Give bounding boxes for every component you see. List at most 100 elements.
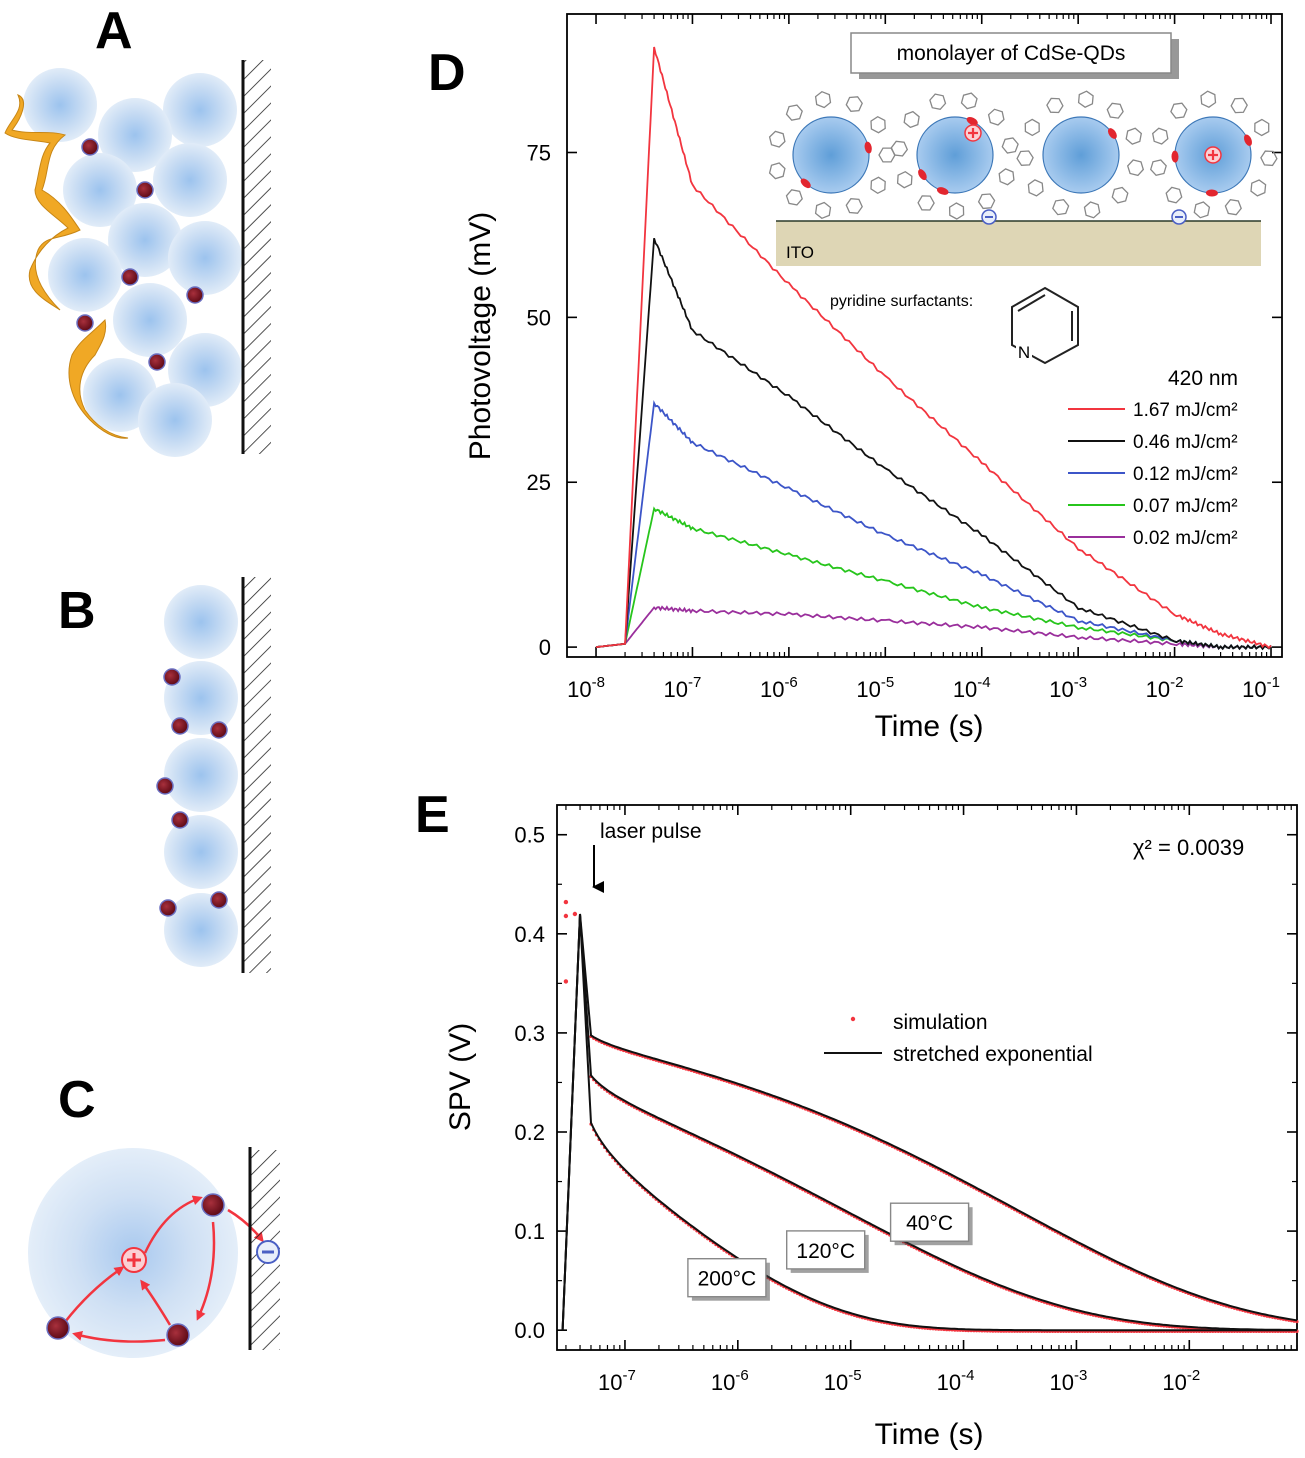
y-tick-label: 75 <box>527 140 551 165</box>
trap-dot <box>171 811 189 829</box>
x-tick-exp: -6 <box>784 674 797 691</box>
surfactant-hexagon <box>1170 102 1188 119</box>
surfactant-hexagon <box>917 195 935 211</box>
ito-substrate <box>776 221 1261 266</box>
surfactant-hexagon <box>845 96 863 112</box>
chi-squared-label: χ² = 0.0039 <box>1133 835 1244 860</box>
temp-label: 120°C <box>796 1240 855 1263</box>
trap-dot <box>81 138 99 156</box>
trap-state <box>1171 150 1179 163</box>
surfactant-hexagon <box>1077 90 1094 108</box>
x-tick-base: 10 <box>953 677 977 702</box>
surfactant-hexagon <box>785 104 803 121</box>
inset-title-box <box>850 32 1172 74</box>
surfactant-hexagon <box>1230 97 1248 114</box>
legend-label: 1.67 mJ/cm² <box>1133 400 1238 421</box>
simulation-dot <box>563 979 569 984</box>
x-tick-exp: -7 <box>623 1367 636 1384</box>
transfer-arrow <box>72 1331 166 1343</box>
inset-quantum-dot <box>916 116 994 194</box>
x-tick-label: 10-7 <box>598 1367 636 1395</box>
x-tick-label: 10-2 <box>1146 674 1184 702</box>
pyridine-molecule: N <box>1011 286 1079 365</box>
x-tick-label: 10-8 <box>567 674 605 702</box>
legend-e: simulation stretched exponential <box>824 1011 1093 1066</box>
surfactant-hexagon <box>998 168 1015 186</box>
surfactant-hexagon <box>1024 118 1040 137</box>
y-tick-label: 0.3 <box>514 1021 545 1046</box>
inset-quantum-dot <box>1042 116 1120 194</box>
panel-c: C <box>28 1071 280 1358</box>
transfer-arrow <box>64 1266 125 1323</box>
y-tick-label: 0.0 <box>514 1318 545 1343</box>
temp-label: 200°C <box>698 1268 757 1291</box>
electron-minus-icon <box>1171 209 1187 225</box>
x-tick-label: 10-4 <box>953 674 991 702</box>
y-tick-label: 0 <box>539 635 551 660</box>
surfactant-hexagon <box>1151 127 1169 145</box>
temp-label-box <box>889 1202 970 1242</box>
surfactant-hexagon <box>1052 199 1070 216</box>
quantum-dot <box>164 815 238 889</box>
x-axis-title-d: Time (s) <box>875 710 984 743</box>
simulation-dot <box>563 899 569 905</box>
surfactant-hexagon <box>1083 201 1101 219</box>
transfer-arrow <box>140 1279 172 1326</box>
quantum-dot <box>163 73 237 147</box>
x-tick-base: 10 <box>598 1370 622 1395</box>
temp-label: 40°C <box>906 1212 953 1235</box>
surfactant-hexagon <box>896 170 913 189</box>
surfactant-hexagon <box>768 130 786 148</box>
temperature-labels: 40°C 120°C 200°C <box>687 1202 973 1301</box>
surfactant-hexagon <box>870 115 886 134</box>
x-tick-exp: -3 <box>1074 674 1087 691</box>
series-line <box>595 237 1272 651</box>
quantum-dot <box>168 221 242 295</box>
trap-state <box>800 178 811 189</box>
series-line <box>595 46 1272 650</box>
panel-letter-e: E <box>415 786 450 844</box>
laser-pulse-label: laser pulse <box>600 820 702 843</box>
x-tick-base: 10 <box>760 677 784 702</box>
plot-frame-d <box>566 13 1283 658</box>
electrode-hatch <box>243 60 271 454</box>
quantum-dot <box>164 738 238 812</box>
surfactant-hexagon <box>1125 127 1143 145</box>
surfactant-hexagon <box>1193 201 1211 219</box>
y-tick-label: 0.5 <box>514 823 545 848</box>
trap-dot <box>171 717 189 735</box>
surfactant-hexagon <box>1001 137 1019 154</box>
x-tick-exp: -4 <box>961 1367 974 1384</box>
trap-state <box>966 116 978 126</box>
surfactant-hexagon <box>1106 102 1124 119</box>
y-tick-label: 0.2 <box>514 1120 545 1145</box>
surfactant-hexagon <box>903 110 920 129</box>
surfactant-hexagon <box>1016 150 1034 166</box>
fit-curve <box>561 913 1297 1331</box>
surfactant-hexagon <box>785 189 803 206</box>
trap-dot <box>166 1323 190 1347</box>
transfer-arrow <box>143 1195 203 1254</box>
axis-ticks-e: 0.00.10.20.30.40.510-7 10-6 10-5 10-4 10-3 10… <box>514 805 1298 1395</box>
surfactant-hexagon <box>1254 118 1270 137</box>
surfactant-hexagon <box>1149 159 1167 177</box>
x-tick-base: 10 <box>1242 677 1266 702</box>
x-tick-base: 10 <box>567 677 591 702</box>
quantum-dot <box>113 283 187 357</box>
simulation-dot <box>563 913 569 919</box>
x-tick-base: 10 <box>711 1370 735 1395</box>
inset-quantum-dot <box>792 116 870 194</box>
x-tick-base: 10 <box>1146 677 1170 702</box>
quantum-dot <box>164 893 238 967</box>
legend-label: 0.46 mJ/cm² <box>1133 432 1238 453</box>
trap-state <box>1205 189 1218 197</box>
panel-e: E 0.00.10.20.30.40.510-7 10-6 10-5 10-4 10-3… <box>415 786 1299 1451</box>
series-line <box>595 605 1272 651</box>
legend-d: 420 nm 1.67 mJ/cm² 0.46 mJ/cm² 0.12 mJ/cm²… <box>1068 367 1238 549</box>
panel-letter-b: B <box>58 582 96 640</box>
panel-b: B <box>58 577 271 973</box>
x-tick-exp: -8 <box>592 674 605 691</box>
quantum-dot <box>83 358 157 432</box>
legend-label: 0.02 mJ/cm² <box>1133 528 1238 549</box>
